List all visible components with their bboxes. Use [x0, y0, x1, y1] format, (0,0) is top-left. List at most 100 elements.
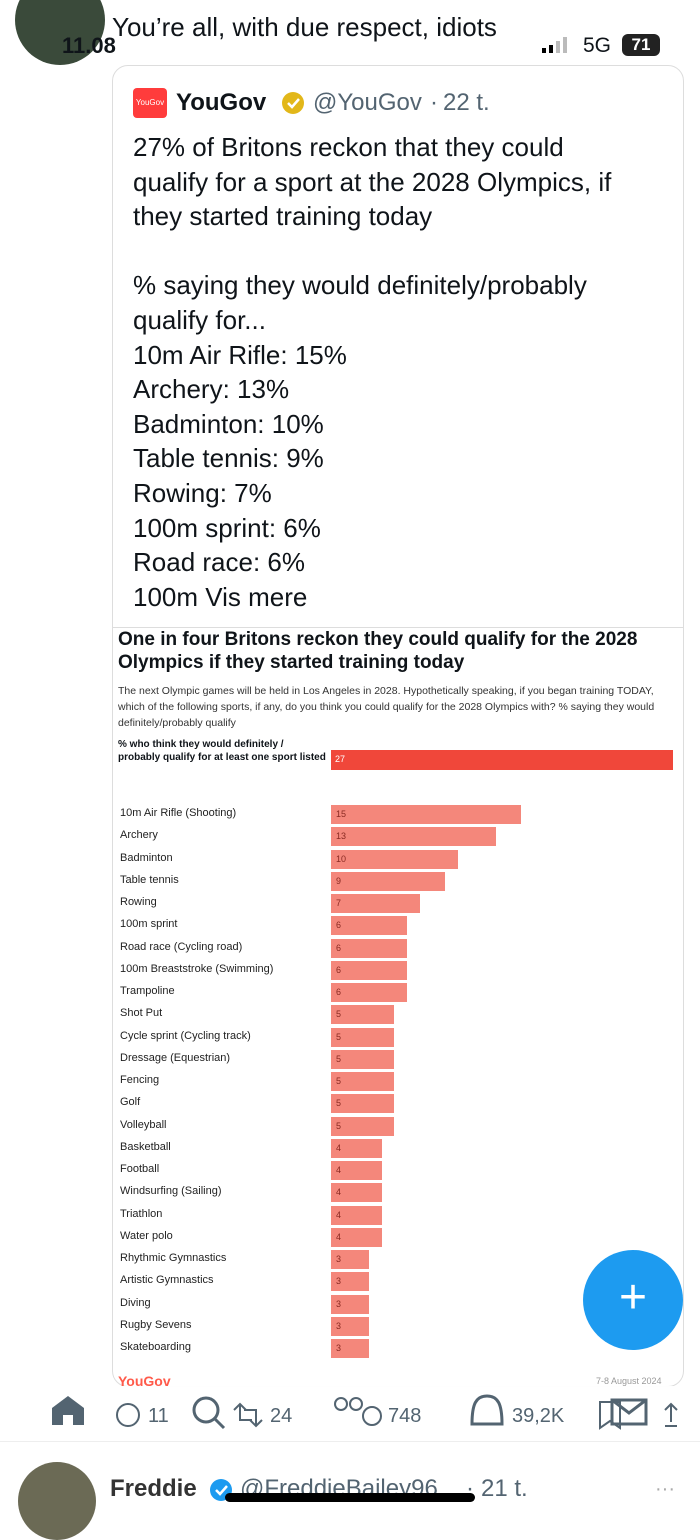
value-label: 5 — [336, 1076, 342, 1086]
category-label: Rhythmic Gymnastics — [120, 1252, 227, 1264]
quote-avatar: YouGov — [133, 88, 167, 118]
like-count: 748 — [388, 1405, 422, 1427]
home-icon[interactable] — [52, 1396, 84, 1425]
quote-line: they started training today — [133, 201, 433, 232]
chart-subtitle: The next Olympic games will be held in L… — [118, 685, 655, 729]
bar — [331, 1205, 382, 1225]
quote-line: 100m Vis mere — [133, 581, 308, 612]
bar — [331, 1094, 395, 1114]
category-label: Volleyball — [120, 1118, 167, 1131]
bar — [331, 1183, 382, 1203]
quote-time: 22 t. — [443, 89, 490, 116]
category-label: Water polo — [120, 1229, 173, 1242]
category-label: Rugby Sevens — [120, 1318, 192, 1331]
value-label: 4 — [336, 1165, 342, 1175]
search-icon[interactable] — [192, 1396, 220, 1424]
next-avatar[interactable] — [18, 1462, 96, 1540]
bar — [331, 894, 420, 913]
tweet-text: You’re all, with due respect, idiots — [112, 12, 497, 42]
category-label: Cycle sprint (Cycling track) — [120, 1029, 251, 1042]
chart-source: YouGov — [118, 1373, 171, 1389]
value-label: 5 — [336, 1120, 342, 1131]
separator: · — [430, 89, 438, 116]
category-label: Skateboarding — [120, 1341, 191, 1353]
quote-line: 10m Air Rifle: 15% — [133, 339, 347, 370]
value-label: 3 — [336, 1276, 342, 1287]
value-label: 3 — [336, 1254, 342, 1264]
signal-icon — [542, 37, 567, 53]
quote-line: 27% of Britons reckon that they could — [133, 132, 564, 162]
category-label: Football — [120, 1163, 160, 1175]
value-label: 10 — [336, 853, 347, 864]
bar — [331, 827, 496, 847]
bar — [331, 805, 521, 824]
bar — [331, 916, 407, 936]
category-label: Fencing — [120, 1074, 160, 1086]
category-label: Triathlon — [120, 1207, 163, 1220]
category-label: 100m Breaststroke (Swimming) — [120, 962, 274, 975]
quote-line: Rowing: 7% — [133, 478, 272, 508]
notification-icon[interactable] — [470, 1394, 504, 1426]
next-name: Freddie — [110, 1475, 197, 1502]
value-label: 5 — [336, 1053, 342, 1064]
highlight-bar — [331, 750, 673, 770]
category-label: Diving — [120, 1296, 151, 1309]
bar — [331, 1116, 395, 1136]
battery: 71 — [622, 34, 660, 56]
bar — [331, 1072, 395, 1091]
category-label: Windsurfing (Sailing) — [120, 1185, 222, 1198]
compose-button[interactable]: + — [583, 1250, 683, 1350]
separator: · — [466, 1475, 474, 1502]
category-label: Trampoline — [120, 985, 175, 997]
repost-count: 24 — [270, 1405, 293, 1427]
bar — [331, 1294, 369, 1314]
community-icon[interactable] — [334, 1397, 348, 1411]
chart-date: 7-8 August 2024 — [596, 1376, 662, 1386]
icons — [52, 1394, 678, 1430]
value-label: 5 — [336, 1009, 342, 1020]
next-time: 21 t. — [481, 1475, 528, 1502]
bar — [331, 983, 407, 1002]
bar — [331, 938, 407, 958]
category-label: Rowing — [120, 896, 157, 908]
category-label: Road race (Cycling road) — [120, 940, 243, 953]
value-label: 4 — [336, 1187, 342, 1198]
bar — [331, 1339, 369, 1358]
more-button[interactable]: ··· — [655, 1478, 675, 1500]
highlight-value: 27 — [335, 754, 346, 764]
value-label: 6 — [336, 942, 342, 953]
reply-icon[interactable] — [116, 1403, 140, 1427]
quote-name: YouGov — [176, 89, 267, 116]
value-label: 15 — [336, 809, 347, 819]
bar — [331, 849, 458, 869]
value-label: 3 — [336, 1298, 342, 1309]
chart-title: One in four Britons reckon they could qu… — [118, 629, 638, 673]
verified-badge — [282, 92, 304, 114]
quote-line: 100m sprint: 6% — [133, 512, 321, 543]
category-label: Badminton — [120, 851, 173, 864]
quote-line: Badminton: 10% — [133, 408, 324, 439]
view-count: 39,2K — [512, 1405, 565, 1427]
bar — [331, 1049, 395, 1069]
bar — [331, 1316, 369, 1336]
bar — [331, 1027, 395, 1047]
value-label: 9 — [336, 875, 342, 886]
quote-line: % saying they would definitely/probably — [133, 270, 587, 301]
share-icon[interactable] — [664, 1402, 678, 1427]
bar — [331, 1250, 369, 1269]
category-label: Archery — [120, 829, 158, 842]
repost-icon[interactable] — [233, 1402, 263, 1428]
status-time: 11.08 — [62, 33, 116, 58]
divider — [113, 627, 683, 628]
category-label: Table tennis — [120, 873, 179, 886]
value-label: 7 — [336, 898, 342, 908]
bar — [331, 1227, 382, 1247]
value-label: 3 — [336, 1320, 342, 1331]
quote-line: Table tennis: 9% — [133, 443, 324, 474]
value-label: 4 — [336, 1209, 342, 1220]
reply-count: 11 — [148, 1405, 169, 1427]
value-label: 4 — [336, 1231, 342, 1242]
bar — [331, 871, 445, 891]
quote-line: qualify for... — [133, 305, 266, 335]
